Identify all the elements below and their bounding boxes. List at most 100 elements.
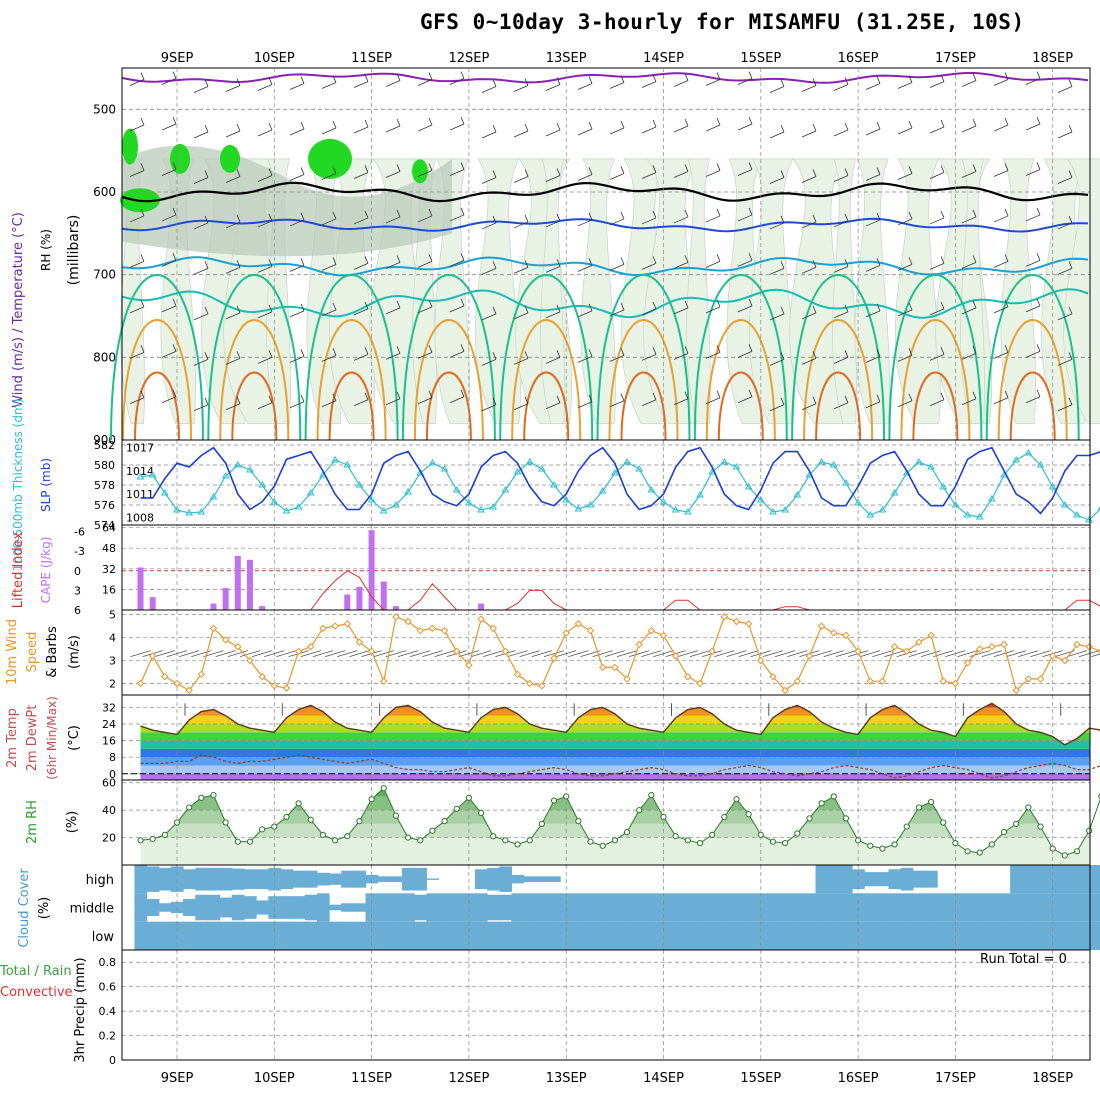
day-label-bottom: 18SEP bbox=[1032, 1071, 1073, 1086]
wind-barb bbox=[833, 311, 849, 319]
wind-barb-tick bbox=[332, 393, 337, 401]
rh-point bbox=[1000, 828, 1008, 836]
wind-speed-point bbox=[404, 617, 412, 626]
cloud-cell bbox=[389, 876, 403, 882]
rh-point bbox=[721, 813, 728, 821]
cloud-cell bbox=[766, 921, 780, 950]
cape-bar bbox=[368, 530, 375, 610]
wind-barb bbox=[961, 307, 977, 315]
wind-barb bbox=[225, 85, 241, 92]
wind-barb-tick bbox=[716, 117, 721, 126]
wind-speed-point bbox=[817, 622, 826, 630]
wind-barb-tick bbox=[940, 392, 945, 400]
wind-speed-point bbox=[136, 679, 145, 688]
wind-barb-tick bbox=[684, 255, 689, 263]
thickness-point bbox=[744, 483, 753, 490]
wind-barb bbox=[641, 263, 657, 270]
wind-barb bbox=[417, 124, 433, 132]
rh-point bbox=[818, 800, 825, 807]
thickness-point bbox=[197, 508, 206, 515]
wind-barb bbox=[993, 170, 1009, 177]
cloud-cell bbox=[304, 870, 318, 888]
wind-barb bbox=[801, 176, 817, 183]
wind-barb-tick bbox=[300, 258, 305, 266]
cloud-cell bbox=[511, 893, 525, 922]
wind-barb-tick bbox=[844, 77, 849, 85]
wind-barb-tick bbox=[844, 122, 849, 131]
wind-barb-tick bbox=[1036, 162, 1041, 170]
rh-point bbox=[1086, 827, 1093, 834]
wind-barb-tick bbox=[1068, 215, 1073, 224]
wind-barb-tick bbox=[620, 75, 625, 83]
wind-barb-tick bbox=[812, 305, 817, 314]
cloud-cell bbox=[779, 921, 792, 950]
wind-speed-point bbox=[416, 626, 424, 635]
wind-barb-tick bbox=[332, 211, 337, 220]
surface-wind-barb bbox=[483, 650, 504, 658]
wind-barb bbox=[641, 353, 657, 361]
cloud-cell bbox=[377, 876, 391, 882]
wind-barb bbox=[993, 261, 1009, 268]
wind-barb bbox=[513, 130, 529, 138]
wind-barb-tick bbox=[364, 256, 369, 264]
wind-barb bbox=[545, 402, 561, 410]
cloud-cell bbox=[827, 893, 841, 922]
wind-barb-tick bbox=[748, 162, 753, 170]
wind-barb bbox=[641, 217, 657, 225]
cloud-cell bbox=[487, 894, 500, 921]
surface-wind-barb bbox=[531, 650, 552, 658]
day-label-top: 14SEP bbox=[643, 51, 684, 66]
wind-barb bbox=[225, 357, 241, 365]
wind-barb-tick bbox=[876, 349, 881, 357]
surface-wind-barb bbox=[1006, 650, 1027, 658]
wind-speed-point bbox=[1000, 640, 1008, 649]
wind-barb-tick bbox=[428, 117, 433, 126]
wind-barb bbox=[161, 78, 177, 85]
wind-barb-tick bbox=[876, 258, 881, 266]
cloud-cell bbox=[195, 921, 209, 950]
cloud-cell bbox=[669, 921, 683, 950]
surface-wind-barb bbox=[993, 650, 1015, 658]
cloud-cell bbox=[888, 869, 902, 890]
rh-point bbox=[149, 835, 156, 843]
wind-barb bbox=[129, 306, 145, 314]
wind-barb-tick bbox=[620, 348, 625, 356]
cloud-cell bbox=[487, 921, 500, 950]
cloud-cell bbox=[572, 921, 586, 950]
wind-barb bbox=[737, 123, 753, 131]
wind-barb bbox=[1057, 131, 1073, 139]
thickness-point bbox=[258, 481, 267, 488]
surface-wind-barb bbox=[787, 650, 808, 658]
wind-speed-point bbox=[367, 647, 376, 656]
surface-wind-barb bbox=[811, 650, 832, 658]
slp-tick: 1011 bbox=[126, 488, 154, 501]
day-label-top: 18SEP bbox=[1032, 51, 1073, 66]
cloud-cell bbox=[1083, 921, 1096, 950]
wind-barb bbox=[161, 260, 177, 267]
rh-point bbox=[1061, 852, 1068, 859]
wind-barb bbox=[833, 84, 849, 91]
rh-point bbox=[611, 837, 618, 844]
wind-barb bbox=[1025, 350, 1041, 358]
wind-barb bbox=[225, 176, 241, 183]
wind-barb bbox=[513, 312, 529, 320]
wind-speed-point bbox=[513, 670, 522, 679]
cloud-cell bbox=[973, 893, 987, 922]
surface-wind-barb bbox=[227, 650, 248, 658]
wind-barb bbox=[129, 124, 145, 132]
wind-barb bbox=[1057, 268, 1073, 275]
wind-speed-point bbox=[574, 620, 583, 628]
thickness-point bbox=[428, 459, 437, 466]
wind-barb-tick bbox=[492, 261, 497, 269]
wind-speed-point bbox=[903, 647, 911, 656]
wind-barb bbox=[833, 220, 849, 228]
rh-point bbox=[465, 794, 472, 801]
wind-barb bbox=[769, 268, 785, 275]
wind-barb bbox=[961, 125, 977, 133]
wind-barb-tick bbox=[268, 304, 273, 313]
rh-point bbox=[709, 831, 716, 838]
wind-barb bbox=[449, 214, 465, 222]
wind-speed-point bbox=[830, 629, 838, 637]
cloud-cell bbox=[438, 921, 452, 950]
cloud-cell bbox=[183, 921, 196, 950]
